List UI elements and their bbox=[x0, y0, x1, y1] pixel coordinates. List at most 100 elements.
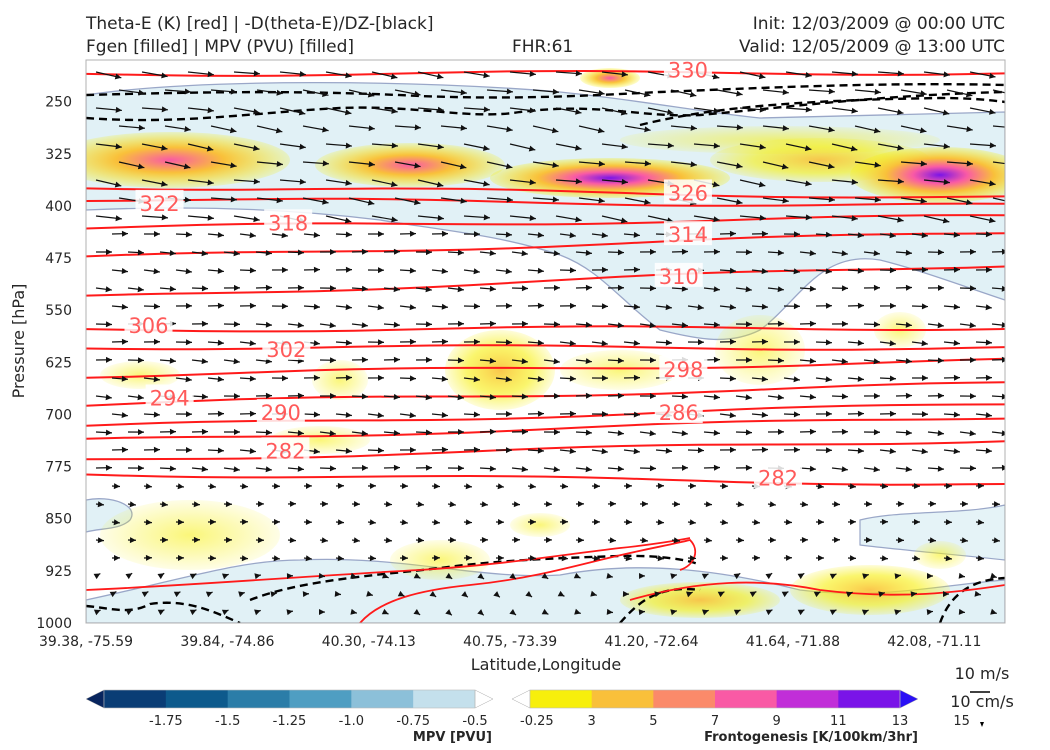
wind-vector-head bbox=[305, 519, 312, 525]
wind-vector-head bbox=[234, 284, 240, 291]
wind-vector-head bbox=[201, 428, 208, 435]
wind-vector-head bbox=[746, 321, 752, 328]
wind-vector-head bbox=[929, 537, 936, 544]
wind-vector-head bbox=[425, 429, 432, 436]
wind-vector-head bbox=[690, 125, 697, 131]
wind-vector-head bbox=[183, 163, 191, 170]
wind-vector-head bbox=[390, 181, 398, 188]
stability-contour-2 bbox=[86, 90, 1005, 122]
wind-vector-head bbox=[745, 429, 752, 436]
wind-vector-head bbox=[857, 447, 864, 454]
wind-vector-head bbox=[985, 304, 992, 311]
wind-vector-head bbox=[1013, 162, 1019, 168]
wind-vector-head bbox=[825, 231, 832, 238]
wind-vector-head bbox=[505, 163, 513, 170]
wind-vector-head bbox=[809, 393, 816, 400]
wind-vector-head bbox=[297, 249, 304, 256]
wind-vector-head bbox=[857, 232, 864, 239]
wind-vector-head bbox=[225, 501, 232, 508]
wind-vector-head bbox=[809, 465, 816, 472]
wind-vector-head bbox=[414, 124, 421, 131]
wind-vector-head bbox=[185, 376, 192, 383]
wind-vector-head bbox=[905, 284, 912, 291]
wind-vector-head bbox=[553, 466, 560, 473]
wind-vector-head bbox=[417, 537, 424, 544]
wind-vector-head bbox=[873, 321, 880, 328]
wind-vector-head bbox=[521, 393, 528, 400]
wind-vector-head bbox=[794, 339, 800, 345]
wind-vector-head bbox=[969, 285, 976, 292]
fgen-low-blob-4 bbox=[790, 565, 950, 615]
wind-vector-head bbox=[745, 394, 752, 401]
wind-vector-head bbox=[361, 356, 368, 363]
wind-vector-head bbox=[193, 536, 200, 543]
wind-vector-head bbox=[153, 268, 160, 275]
wind-vector-head bbox=[633, 411, 640, 418]
wind-vector-head bbox=[265, 321, 272, 328]
wind-vector-head bbox=[625, 555, 632, 562]
wind-vector-head bbox=[765, 573, 773, 580]
wind-vector-head bbox=[525, 591, 532, 597]
wind-vector bbox=[992, 89, 1005, 94]
wind-vector-head bbox=[801, 501, 808, 508]
wind-vector-head bbox=[426, 249, 432, 256]
wind-vector-head bbox=[457, 394, 464, 401]
wind-vector-head bbox=[121, 375, 128, 382]
wind-vector-head bbox=[598, 90, 605, 96]
wind-vector-head bbox=[857, 410, 864, 417]
wind-vector-head bbox=[937, 392, 944, 399]
wind-vector-head bbox=[441, 230, 448, 237]
wind-vector-head bbox=[230, 162, 237, 169]
wind-vector-head bbox=[409, 267, 416, 274]
wind-vector-head bbox=[391, 216, 398, 223]
wind-vector-head bbox=[265, 250, 272, 256]
wind-vector-head bbox=[189, 609, 197, 616]
wind-vector-head bbox=[249, 410, 256, 417]
wind-vector-head bbox=[254, 609, 261, 616]
wind-vector-head bbox=[770, 537, 776, 543]
wind-vector-head bbox=[345, 304, 352, 311]
wind-vector-head bbox=[465, 554, 472, 561]
wind-vector-head bbox=[337, 519, 344, 526]
wind-vector-head bbox=[230, 196, 237, 203]
wind-vector-head bbox=[458, 429, 464, 435]
wind-vector-head bbox=[186, 447, 192, 453]
wind-vector-head bbox=[298, 109, 306, 116]
wind-vector-head bbox=[265, 466, 272, 473]
wind-vector-head bbox=[330, 285, 336, 292]
wind-vector-head bbox=[641, 537, 648, 544]
wind-vector-head bbox=[805, 180, 812, 187]
wind-vector-head bbox=[217, 447, 224, 454]
wind-vector-head bbox=[851, 70, 858, 77]
fgen-low-blob-1 bbox=[100, 500, 280, 570]
wind-vector-head bbox=[207, 179, 214, 186]
wind-vector-head bbox=[345, 72, 352, 79]
wind-vector-head bbox=[529, 483, 536, 490]
colorbar-extend-right bbox=[899, 689, 919, 709]
wind-vector-head bbox=[585, 392, 592, 399]
wind-vector-head bbox=[441, 338, 448, 345]
wind-vector-head bbox=[489, 357, 496, 364]
contour-label-bg bbox=[754, 464, 803, 489]
wind-vector-head bbox=[713, 321, 720, 328]
wind-vector-head bbox=[873, 127, 881, 134]
wind-vector-head bbox=[965, 91, 973, 98]
wind-vector-head bbox=[483, 214, 490, 221]
wind-vector-head bbox=[644, 160, 651, 167]
y-axis-ticks: 250 325 400 475 550 625 700 775 850 925 1000 bbox=[36, 95, 72, 632]
wind-vector-head bbox=[184, 196, 191, 203]
wind-vector-head bbox=[437, 215, 444, 221]
wind-vector-head bbox=[805, 72, 812, 78]
wind-vector-head bbox=[276, 197, 283, 204]
wind-vector-head bbox=[841, 358, 848, 365]
wind-vector-head bbox=[874, 393, 880, 399]
contour-label-bg bbox=[145, 384, 194, 409]
colorbar-segment bbox=[838, 690, 901, 708]
wind-vector-head bbox=[233, 358, 240, 365]
wind-vector-head bbox=[575, 70, 582, 77]
x-tick-label: 40.75, -73.39 bbox=[463, 634, 557, 650]
wind-vector-head bbox=[441, 375, 448, 382]
wind-vector-head bbox=[602, 375, 608, 382]
wind-vector bbox=[991, 323, 1005, 326]
wind-vector-head bbox=[841, 466, 848, 473]
